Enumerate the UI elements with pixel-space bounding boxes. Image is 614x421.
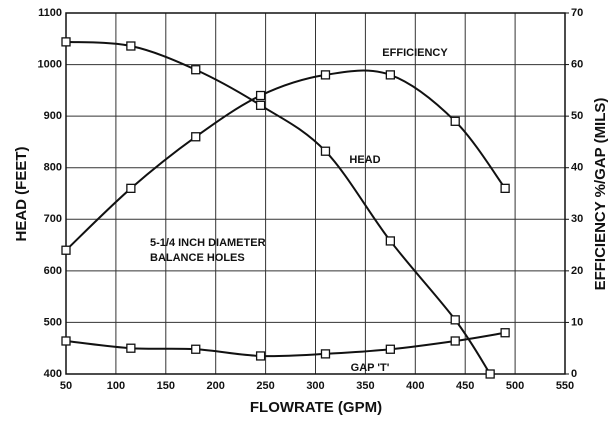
marker (61, 245, 71, 255)
marker (126, 343, 136, 353)
marker (450, 336, 460, 346)
plot-frame (65, 12, 566, 375)
y2-tick-label: 0 (571, 368, 577, 380)
marker (500, 328, 510, 338)
series-label: GAP 'T' (351, 362, 390, 374)
y-axis-title: HEAD (FEET) (13, 147, 30, 242)
series-label: EFFICIENCY (382, 47, 448, 59)
marker (61, 336, 71, 346)
marker (320, 146, 331, 156)
x-tick-label: 500 (506, 380, 524, 392)
y-tick-label: 500 (44, 316, 62, 328)
marker (485, 369, 495, 379)
x-tick-label: 50 (60, 380, 72, 392)
x-tick-label: 550 (556, 380, 574, 392)
series-line (65, 331, 506, 358)
x-tick-label: 450 (456, 380, 474, 392)
y-tick-label: 1000 (38, 58, 62, 70)
series-label: HEAD (349, 154, 380, 166)
marker (126, 41, 136, 51)
y2-tick-label: 30 (571, 213, 583, 225)
y-tick-label: 700 (44, 213, 62, 225)
series-line (65, 40, 491, 375)
marker (191, 344, 201, 354)
y2-axis-title: EFFICIENCY %/GAP (MILS) (592, 98, 609, 291)
y2-tick-label: 50 (571, 110, 583, 122)
marker (450, 116, 460, 126)
marker (126, 183, 136, 193)
marker (255, 100, 266, 110)
y2-tick-label: 40 (571, 162, 583, 174)
marker (191, 132, 201, 142)
y2-tick-label: 10 (571, 316, 583, 328)
marker (450, 315, 460, 325)
x-tick-label: 100 (107, 380, 125, 392)
y-tick-label: 800 (44, 162, 62, 174)
marker (500, 183, 510, 193)
marker (61, 37, 71, 47)
marker (320, 349, 331, 359)
x-tick-label: 350 (356, 380, 374, 392)
y2-tick-label: 20 (571, 265, 583, 277)
marker (385, 236, 396, 246)
marker (191, 65, 201, 75)
y-tick-label: 1100 (38, 7, 62, 19)
marker (255, 90, 266, 101)
marker (385, 344, 396, 354)
annotation: BALANCE HOLES (150, 252, 245, 264)
y2-tick-label: 70 (571, 7, 583, 19)
marker (385, 70, 396, 80)
marker (255, 351, 266, 361)
y-tick-label: 600 (44, 265, 62, 277)
y2-tick-label: 60 (571, 58, 583, 70)
annotation: 5-1/4 INCH DIAMETER (150, 237, 266, 249)
y-tick-label: 400 (44, 368, 62, 380)
marker (320, 70, 331, 80)
x-tick-label: 400 (406, 380, 424, 392)
x-tick-label: 150 (157, 380, 175, 392)
x-tick-label: 200 (207, 380, 225, 392)
y-tick-label: 900 (44, 110, 62, 122)
x-tick-label: 250 (256, 380, 274, 392)
x-tick-label: 300 (306, 380, 324, 392)
series-line (65, 69, 506, 251)
x-axis-title: FLOWRATE (GPM) (250, 399, 382, 416)
